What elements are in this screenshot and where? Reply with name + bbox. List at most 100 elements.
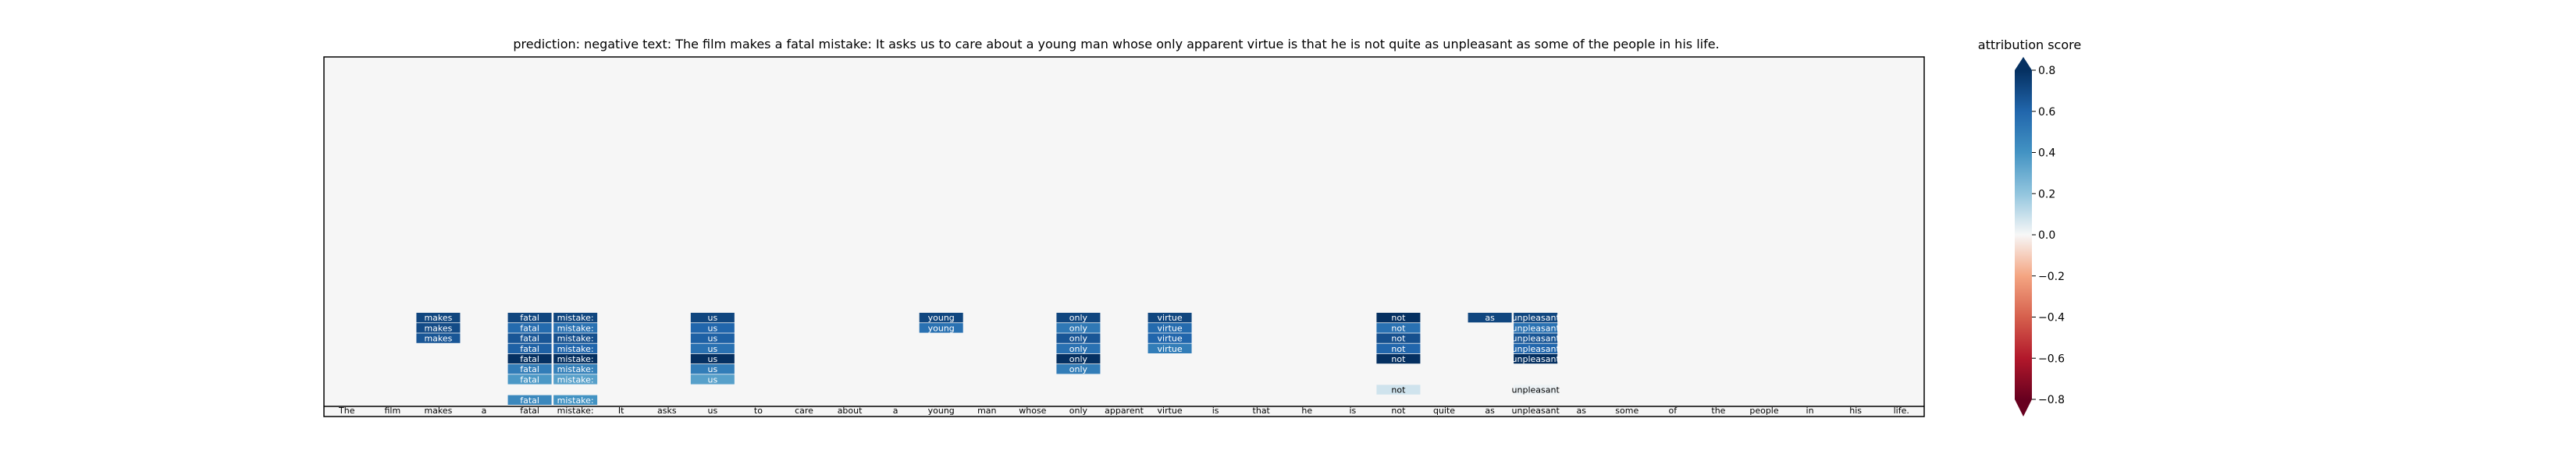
cell-label: fatal (520, 364, 539, 374)
heatmap-cell (553, 364, 598, 374)
heatmap-cell (1514, 385, 1558, 395)
cell-label: only (1069, 313, 1088, 323)
heatmap-cell (1514, 333, 1558, 343)
colorbar-tick-label: 0.4 (2038, 147, 2055, 160)
heatmap-cell (1376, 385, 1421, 395)
cell-label: not (1391, 354, 1406, 364)
token-label: fatal (520, 406, 539, 416)
heatmap-cell (690, 364, 735, 374)
heatmap-cell (1056, 313, 1101, 323)
heatmap-cell (553, 374, 598, 385)
cell-label: only (1069, 334, 1088, 344)
cell-label: not (1391, 313, 1406, 323)
token-label: in (1806, 406, 1814, 416)
cell-label: young (928, 313, 955, 323)
cell-label: only (1069, 364, 1088, 374)
heatmap-cell (1147, 323, 1192, 333)
token-label: unpleasant (1512, 406, 1560, 416)
cell-label: only (1069, 354, 1088, 364)
heatmap-cell (507, 374, 552, 385)
token-label: as (1576, 406, 1586, 416)
heatmap-cells: makesmakesmakesfatalfatalfatalfatalfatal… (416, 313, 1560, 406)
colorbar-tick-label: −0.4 (2038, 312, 2065, 324)
cell-label: mistake: (557, 364, 594, 374)
token-label: to (754, 406, 763, 416)
heatmap-cell (1056, 323, 1101, 333)
cell-label: virtue (1158, 334, 1183, 344)
heatmap-cell (416, 333, 461, 343)
cell-label: mistake: (557, 395, 594, 406)
heatmap-cell (507, 323, 552, 333)
token-label: care (795, 406, 813, 416)
heatmap-cell (553, 323, 598, 333)
heatmap-cell (416, 313, 461, 323)
heatmap-cell (690, 374, 735, 385)
cell-label: fatal (520, 395, 539, 406)
cell-label: makes (424, 334, 452, 344)
token-label: whose (1019, 406, 1046, 416)
heatmap-cell (1514, 353, 1558, 364)
heatmap-cell (1376, 343, 1421, 353)
heatmap-cell (553, 313, 598, 323)
heatmap-cell (507, 364, 552, 374)
cell-label: not (1391, 385, 1406, 395)
heatmap-cell (919, 323, 963, 333)
heatmap-cell (1514, 343, 1558, 353)
token-label: is (1349, 406, 1356, 416)
cell-label: makes (424, 323, 452, 333)
cell-label: unpleasant (1512, 385, 1560, 395)
cell-label: virtue (1158, 344, 1183, 354)
heatmap-cell (690, 313, 735, 323)
token-label: asks (657, 406, 677, 416)
token-label: It (618, 406, 624, 416)
heatmap-cell (507, 343, 552, 353)
colorbar-max-extension (2015, 57, 2032, 70)
cell-label: not (1391, 323, 1406, 333)
heatmap-cell (690, 343, 735, 353)
cell-label: unpleasant (1512, 354, 1560, 364)
cell-label: not (1391, 344, 1406, 354)
heatmap-cell (1056, 364, 1101, 374)
token-label: is (1212, 406, 1219, 416)
heatmap-cell (1468, 313, 1512, 323)
token-label: some (1615, 406, 1638, 416)
cell-label: us (708, 344, 718, 354)
cell-label: unpleasant (1512, 313, 1560, 323)
heatmap-cell (690, 323, 735, 333)
heatmap-cell (507, 313, 552, 323)
heatmap-cell (416, 323, 461, 333)
token-label: quite (1433, 406, 1455, 416)
cell-label: us (708, 354, 718, 364)
token-label: a (893, 406, 898, 416)
colorbar-tick-label: −0.8 (2038, 394, 2065, 406)
cell-label: unpleasant (1512, 323, 1560, 333)
colorbar-ticks: 0.8 0.6 0.4 0.2 0.0 −0.2 −0.4 −0.6 −0.8 (2032, 65, 2065, 406)
heatmap-cell (1514, 313, 1558, 323)
cell-label: fatal (520, 334, 539, 344)
heatmap-cell (1147, 313, 1192, 323)
token-label: not (1391, 406, 1406, 416)
colorbar-tick-label: 0.8 (2038, 65, 2055, 77)
heatmap-cell (1514, 323, 1558, 333)
token-label: mistake: (557, 406, 594, 416)
token-label: makes (424, 406, 452, 416)
token-label: man (977, 406, 996, 416)
token-label: young (928, 406, 955, 416)
cell-label: fatal (520, 323, 539, 333)
colorbar (2015, 70, 2032, 399)
heatmap-cell (553, 395, 598, 405)
token-label: a (482, 406, 487, 416)
colorbar-min-extension (2015, 399, 2032, 417)
heatmap-cell (507, 353, 552, 364)
heatmap-cell (553, 343, 598, 353)
cell-label: us (708, 334, 718, 344)
cell-label: as (1485, 313, 1495, 323)
token-label: his (1849, 406, 1862, 416)
cell-label: mistake: (557, 354, 594, 364)
token-label: as (1485, 406, 1495, 416)
token-label: film (385, 406, 401, 416)
cell-label: mistake: (557, 344, 594, 354)
cell-label: virtue (1158, 323, 1183, 333)
cell-label: mistake: (557, 334, 594, 344)
heatmap-cell (553, 333, 598, 343)
